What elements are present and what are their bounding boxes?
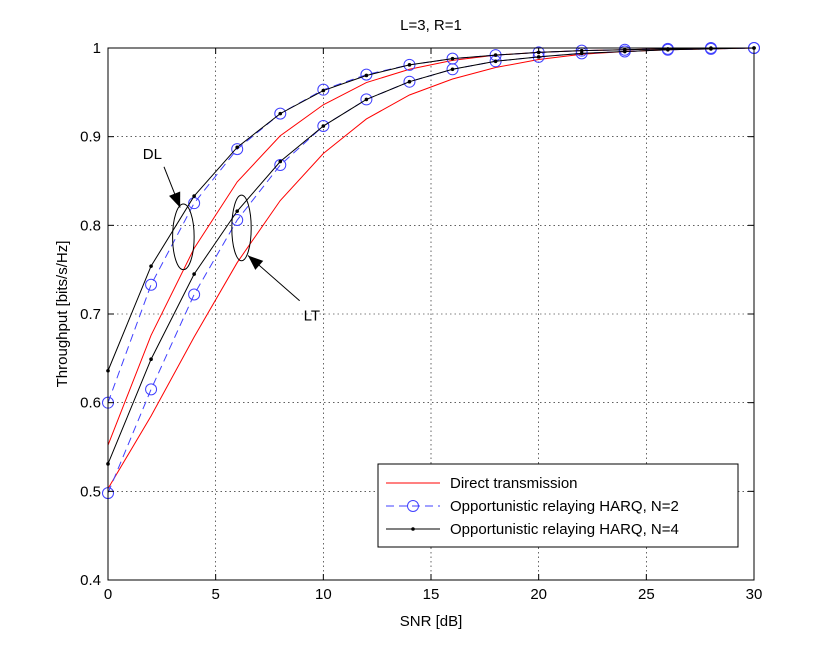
data-point — [145, 278, 158, 291]
legend-marker — [407, 500, 419, 512]
x-tick-label: 5 — [211, 586, 219, 603]
legend: Direct transmission Opportunistic relayin… — [377, 463, 739, 548]
data-point — [278, 111, 283, 116]
x-tick-label: 30 — [746, 586, 763, 603]
data-point — [536, 55, 541, 59]
data-point — [623, 49, 627, 54]
data-point — [407, 79, 412, 84]
y-tick-label: 0.4 — [80, 572, 101, 589]
data-point — [403, 75, 416, 88]
x-tick-label: 15 — [423, 586, 440, 603]
data-point — [274, 107, 287, 120]
legend-marker — [411, 527, 415, 531]
grid — [108, 48, 754, 580]
data-point — [364, 97, 369, 102]
data-point — [317, 83, 330, 96]
annotation-dl: DL — [143, 146, 195, 271]
legend-entry: Opportunistic relaying HARQ, N=2 — [386, 498, 679, 515]
data-point — [274, 159, 287, 172]
x-tick-label: 25 — [638, 586, 655, 603]
annotation-label: DL — [143, 146, 162, 163]
ticks: 0 5 10 15 20 25 30 0.4 0.5 0.6 0.7 0.8 0.9 1 — [80, 40, 762, 603]
y-axis-label: Throughput [bits/s/Hz] — [54, 241, 71, 388]
data-point — [149, 264, 153, 268]
annotation-lt: LT — [231, 194, 320, 325]
x-axis-label: SNR [dB] — [400, 613, 463, 630]
chart-title: L=3, R=1 — [400, 17, 462, 34]
data-point — [235, 209, 239, 213]
data-point — [360, 93, 373, 106]
data-point — [317, 120, 330, 133]
x-tick-label: 0 — [104, 586, 112, 603]
y-tick-label: 0.7 — [80, 306, 101, 323]
data-point — [364, 73, 369, 78]
data-point — [450, 67, 455, 72]
y-tick-label: 1 — [93, 40, 101, 57]
data-point — [188, 288, 201, 301]
annotation-layer: DL LT — [143, 146, 320, 325]
annotation-ellipse — [231, 194, 252, 262]
data-point — [666, 47, 670, 52]
y-tick-label: 0.6 — [80, 395, 101, 412]
data-point — [149, 357, 153, 362]
data-point — [192, 272, 196, 276]
legend-entry: Opportunistic relaying HARQ, N=4 — [386, 521, 679, 538]
y-tick-label: 0.8 — [80, 217, 101, 234]
data-point — [278, 159, 283, 164]
data-point — [450, 56, 455, 61]
data-point — [403, 58, 416, 71]
x-tick-label: 10 — [315, 586, 332, 603]
data-point — [235, 145, 239, 150]
data-point — [579, 48, 584, 53]
legend-entry: Direct transmission — [386, 475, 578, 492]
y-tick-label: 0.5 — [80, 483, 101, 500]
data-point — [231, 143, 244, 156]
data-point — [579, 51, 584, 56]
x-tick-label: 20 — [530, 586, 547, 603]
data-point — [493, 53, 498, 57]
y-tick-label: 0.9 — [80, 129, 101, 146]
annotation-arrowhead — [169, 191, 181, 208]
legend-label: Direct transmission — [450, 475, 578, 492]
annotation-arrowhead — [247, 255, 264, 270]
data-point — [493, 59, 498, 64]
legend-label: Opportunistic relaying HARQ, N=4 — [450, 521, 679, 538]
data-point — [145, 383, 158, 396]
data-point — [446, 63, 459, 76]
data-point — [321, 88, 326, 93]
annotation-label: LT — [304, 308, 320, 325]
annotation-ellipse — [172, 203, 195, 271]
legend-label: Opportunistic relaying HARQ, N=2 — [450, 498, 679, 515]
data-point — [407, 63, 412, 67]
data-point — [321, 124, 326, 128]
data-point — [192, 194, 196, 198]
